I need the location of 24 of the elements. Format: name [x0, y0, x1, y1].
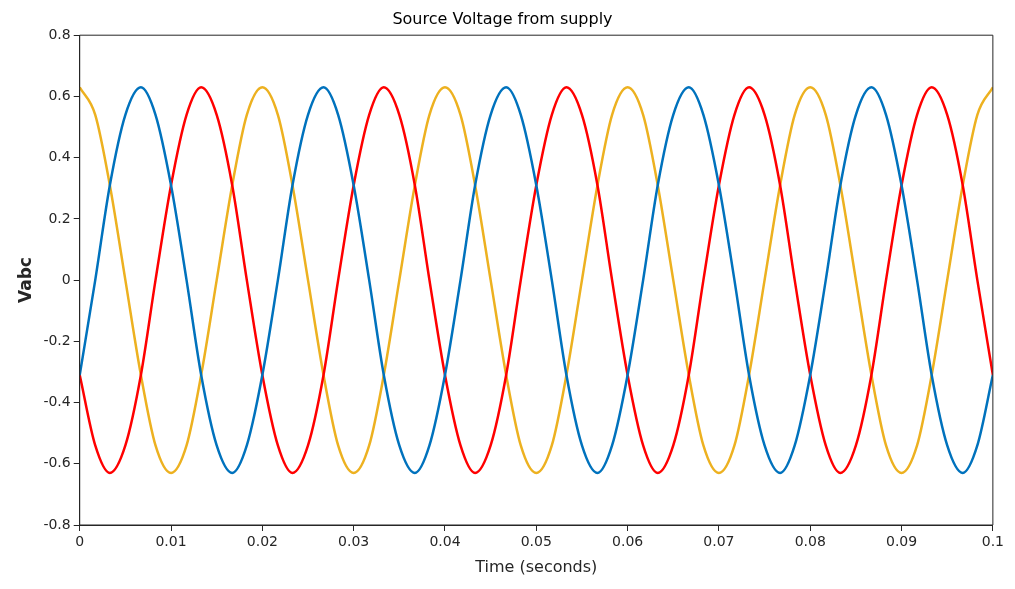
y-tick-label: 0.2 [48, 209, 71, 226]
y-tick-label: 0.8 [48, 25, 71, 42]
x-tick-label: 0.03 [338, 533, 370, 550]
chart-title: Source Voltage from supply [392, 8, 613, 28]
x-tick-label: 0.07 [703, 533, 735, 550]
x-tick-label: 0.06 [612, 533, 644, 550]
x-tick-label: 0 [75, 533, 85, 550]
x-tick-label: 0.08 [794, 533, 826, 550]
y-tick-label: -0.4 [43, 393, 71, 410]
y-tick-label: -0.2 [43, 331, 71, 348]
y-tick-label: -0.6 [43, 454, 71, 471]
x-tick-label: 0.09 [885, 533, 918, 550]
x-tick-label: 0.1 [981, 533, 1004, 550]
x-tick-label: 0.04 [429, 533, 461, 550]
y-tick-label: 0.6 [48, 87, 71, 104]
x-tick-label: 0.01 [155, 533, 187, 550]
y-axis-title: Vabc [14, 257, 35, 304]
x-tick-label: 0.02 [246, 533, 278, 550]
y-tick-label: 0 [61, 270, 71, 287]
line-series [79, 85, 993, 475]
y-tick-label: -0.8 [43, 515, 71, 532]
y-tick-label: 0.4 [48, 148, 71, 165]
x-tick-label: 0.05 [520, 533, 552, 550]
x-axis-title: Time (seconds) [474, 556, 598, 576]
